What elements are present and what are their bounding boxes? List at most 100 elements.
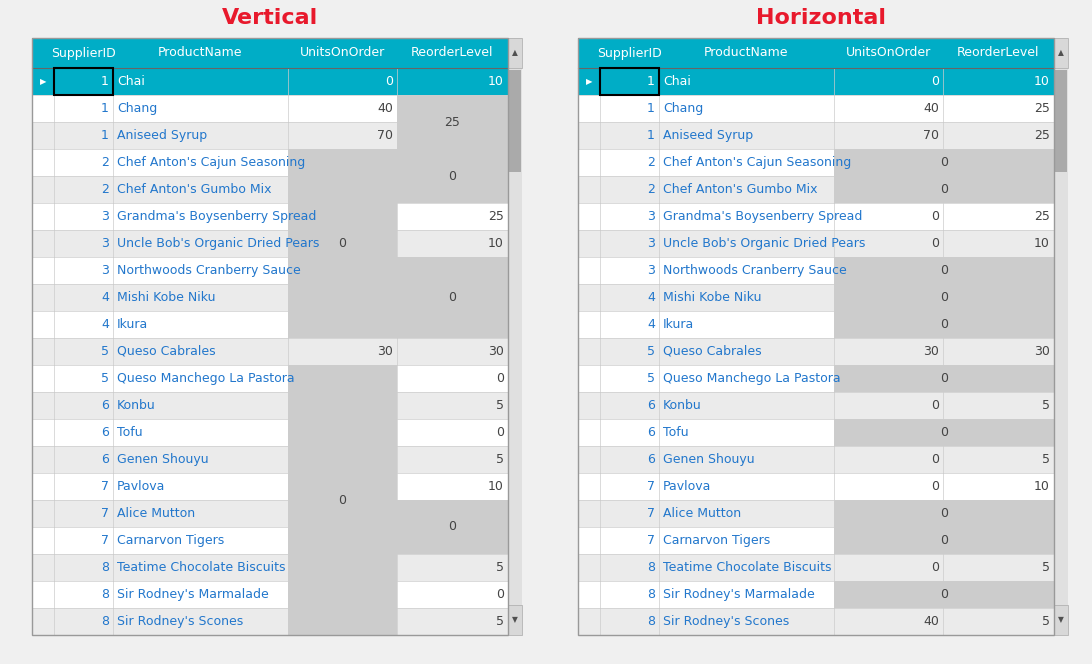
Bar: [32, 149, 508, 176]
Bar: [834, 419, 1054, 446]
Text: 25: 25: [1034, 210, 1051, 223]
Text: 5: 5: [496, 561, 505, 574]
Text: UnitsOnOrder: UnitsOnOrder: [299, 46, 384, 60]
Text: 0: 0: [496, 372, 505, 385]
Bar: [509, 70, 521, 172]
Text: 1: 1: [102, 75, 109, 88]
Text: Chef Anton's Gumbo Mix: Chef Anton's Gumbo Mix: [117, 183, 272, 196]
Text: 1: 1: [648, 129, 655, 142]
Text: Chai: Chai: [663, 75, 691, 88]
Text: 8: 8: [648, 588, 655, 601]
Text: 40: 40: [923, 615, 939, 628]
Text: Genen Shouyu: Genen Shouyu: [117, 453, 209, 466]
Bar: [834, 500, 1054, 527]
Text: Vertical: Vertical: [222, 8, 318, 28]
Text: SupplierID: SupplierID: [51, 46, 116, 60]
Text: Sir Rodney's Scones: Sir Rodney's Scones: [117, 615, 244, 628]
Text: 5: 5: [648, 372, 655, 385]
Text: 0: 0: [339, 237, 346, 250]
Text: 0: 0: [449, 169, 456, 183]
Bar: [396, 149, 508, 203]
Bar: [578, 527, 1054, 554]
Bar: [508, 38, 522, 635]
Text: 40: 40: [923, 102, 939, 115]
Bar: [32, 68, 508, 95]
Text: 0: 0: [940, 264, 948, 277]
Bar: [32, 446, 508, 473]
Text: Queso Manchego La Pastora: Queso Manchego La Pastora: [117, 372, 295, 385]
Text: 2: 2: [648, 183, 655, 196]
Bar: [32, 500, 508, 527]
Bar: [396, 149, 508, 203]
Text: 1: 1: [102, 129, 109, 142]
Text: 7: 7: [648, 480, 655, 493]
Bar: [578, 203, 1054, 230]
Bar: [834, 500, 1054, 527]
Text: 5: 5: [496, 399, 505, 412]
Text: 6: 6: [648, 453, 655, 466]
Text: ▶: ▶: [39, 77, 46, 86]
Text: Pavlova: Pavlova: [663, 480, 711, 493]
Text: 5: 5: [1042, 615, 1051, 628]
Text: 0: 0: [940, 426, 948, 439]
Text: Ikura: Ikura: [663, 318, 695, 331]
Text: 6: 6: [648, 426, 655, 439]
Text: 3: 3: [648, 210, 655, 223]
Text: Queso Cabrales: Queso Cabrales: [663, 345, 761, 358]
Text: Tofu: Tofu: [663, 426, 689, 439]
Text: 4: 4: [648, 291, 655, 304]
Bar: [834, 581, 1054, 608]
Text: Grandma's Boysenberry Spread: Grandma's Boysenberry Spread: [663, 210, 863, 223]
Text: 6: 6: [648, 399, 655, 412]
Text: 70: 70: [377, 129, 393, 142]
Text: 0: 0: [940, 183, 948, 196]
Text: Alice Mutton: Alice Mutton: [663, 507, 741, 520]
Bar: [834, 149, 1054, 176]
Text: 3: 3: [102, 264, 109, 277]
Text: 1: 1: [648, 102, 655, 115]
Text: 7: 7: [102, 480, 109, 493]
Text: 7: 7: [648, 507, 655, 520]
Text: ReorderLevel: ReorderLevel: [957, 46, 1040, 60]
Text: Chang: Chang: [663, 102, 703, 115]
Bar: [508, 38, 522, 68]
Bar: [32, 392, 508, 419]
Text: 0: 0: [496, 588, 505, 601]
Bar: [1055, 70, 1067, 172]
Text: 5: 5: [496, 615, 505, 628]
Text: Northwoods Cranberry Sauce: Northwoods Cranberry Sauce: [663, 264, 846, 277]
Text: Sir Rodney's Marmalade: Sir Rodney's Marmalade: [117, 588, 269, 601]
Bar: [578, 257, 1054, 284]
Text: Uncle Bob's Organic Dried Pears: Uncle Bob's Organic Dried Pears: [663, 237, 865, 250]
Text: 7: 7: [102, 507, 109, 520]
Text: 0: 0: [930, 561, 939, 574]
Bar: [288, 365, 396, 635]
Text: 0: 0: [930, 237, 939, 250]
Bar: [578, 68, 1054, 95]
Bar: [32, 122, 508, 149]
Text: 4: 4: [102, 291, 109, 304]
Bar: [396, 257, 508, 338]
Text: 0: 0: [930, 480, 939, 493]
Bar: [288, 149, 396, 338]
Bar: [834, 149, 1054, 176]
Text: 30: 30: [923, 345, 939, 358]
Text: 3: 3: [648, 237, 655, 250]
Bar: [578, 38, 1054, 635]
Text: 4: 4: [648, 318, 655, 331]
Bar: [578, 38, 1054, 68]
Text: Uncle Bob's Organic Dried Pears: Uncle Bob's Organic Dried Pears: [117, 237, 319, 250]
Text: ▼: ▼: [512, 616, 518, 625]
Text: Konbu: Konbu: [117, 399, 156, 412]
Text: ▼: ▼: [1058, 616, 1064, 625]
Text: 40: 40: [377, 102, 393, 115]
Bar: [396, 500, 508, 554]
Text: 5: 5: [496, 453, 505, 466]
Text: Chai: Chai: [117, 75, 145, 88]
Bar: [834, 311, 1054, 338]
Text: 3: 3: [648, 264, 655, 277]
Text: Chef Anton's Cajun Seasoning: Chef Anton's Cajun Seasoning: [663, 156, 852, 169]
Bar: [578, 365, 1054, 392]
Text: 1: 1: [102, 102, 109, 115]
Text: 25: 25: [444, 116, 461, 129]
